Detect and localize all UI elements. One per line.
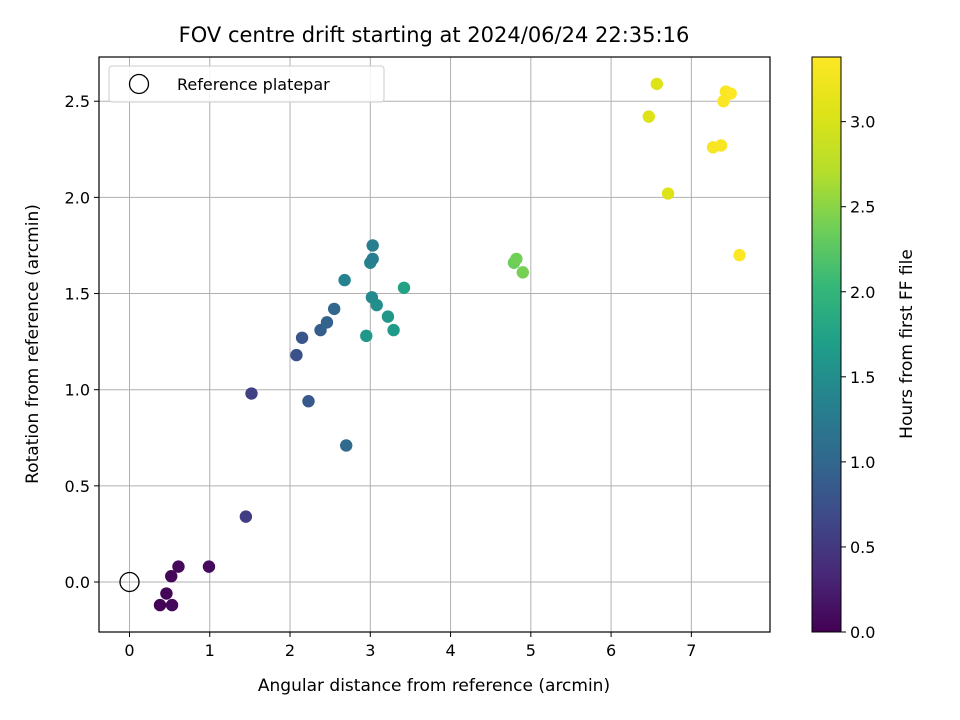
colorbar-tick-label: 3.0 [850,113,875,132]
x-axis-label: Angular distance from reference (arcmin) [258,676,610,696]
scatter-point [510,252,523,266]
scatter-point [724,87,737,100]
scatter-point [245,387,258,400]
y-tick-label: 1.0 [65,381,90,400]
y-tick-label: 0.0 [65,573,90,592]
reference-marker-layer [119,571,140,593]
y-axis-ticks: 0.0 0.5 1.0 1.5 2.0 2.5 [65,92,99,592]
x-tick-label: 0 [124,641,134,660]
x-tick-label: 6 [606,641,616,660]
plot-area: 0 1 2 3 4 5 6 7 0.0 0.5 1.0 1.5 2.0 2.5 [65,56,771,660]
y-tick-label: 1.5 [65,285,90,304]
x-tick-label: 2 [285,641,295,660]
scatter-point [160,587,173,600]
scatter-point [650,77,664,91]
scatter-point [370,298,383,312]
colorbar: 0.0 0.5 1.0 1.5 2.0 2.5 3.0 Hours from first F… [811,56,917,642]
plot-frame [98,56,771,633]
legend-reference-marker [128,73,150,95]
scatter-point [661,187,675,200]
scatter-points [153,77,746,612]
scatter-point [327,302,341,316]
plot-background [99,57,770,632]
scatter-point [642,110,656,123]
scatter-point [172,560,185,573]
chart-title: FOV centre drift starting at 2024/06/24 … [179,23,690,47]
y-tick-label: 2.0 [65,188,90,207]
y-tick-label: 0.5 [65,477,90,496]
scatter-point [302,395,315,408]
legend-box [108,65,385,103]
scatter-point [295,331,309,344]
colorbar-tick-label: 2.0 [850,283,875,302]
scatter-point [165,570,178,583]
y-axis-label: Rotation from reference (arcmin) [23,204,43,484]
colorbar-tick-label: 0.5 [850,538,875,557]
colorbar-label: Hours from first FF file [897,249,917,439]
scatter-point [397,281,411,294]
scatter-point [320,316,334,329]
colorbar-ticks: 0.0 0.5 1.0 1.5 2.0 2.5 3.0 [841,113,875,642]
x-tick-label: 1 [205,641,215,660]
scatter-point [366,239,379,252]
grid-lines [99,57,770,632]
colorbar-tick-label: 1.0 [850,453,875,472]
scatter-point [714,139,728,152]
scatter-point [516,266,529,279]
scatter-point [202,560,216,573]
scatter-point [338,273,351,287]
scatter-point [360,329,373,343]
y-tick-label: 2.5 [65,92,90,111]
colorbar-tick-label: 0.0 [850,623,875,642]
scatter-point [290,348,303,362]
x-tick-label: 5 [526,641,536,660]
x-tick-label: 7 [686,641,696,660]
x-tick-label: 4 [445,641,455,660]
x-tick-label: 3 [365,641,375,660]
scatter-point [165,598,179,612]
scatter-point [387,323,400,337]
colorbar-tick-label: 1.5 [850,368,875,387]
scatter-point [366,252,379,266]
scatter-point [381,310,395,323]
legend: Reference platepar [108,65,385,103]
scatter-point [340,439,353,452]
scatter-point [239,510,253,523]
scatter-point [733,248,746,262]
x-axis-ticks: 0 1 2 3 4 5 6 7 [124,632,696,660]
colorbar-gradient [811,56,842,633]
colorbar-tick-label: 2.5 [850,198,875,217]
scatter-point [153,598,167,612]
reference-platepar-marker [119,571,140,593]
legend-entry-reference-platepar: Reference platepar [177,75,330,94]
